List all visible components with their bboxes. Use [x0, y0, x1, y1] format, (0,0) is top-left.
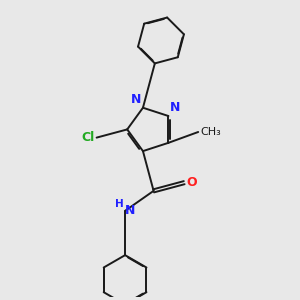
Text: Cl: Cl — [81, 131, 94, 144]
Text: N: N — [170, 101, 180, 114]
Text: N: N — [131, 93, 141, 106]
Text: N: N — [125, 204, 136, 217]
Text: H: H — [115, 199, 124, 209]
Text: O: O — [187, 176, 197, 189]
Text: CH₃: CH₃ — [200, 127, 221, 137]
